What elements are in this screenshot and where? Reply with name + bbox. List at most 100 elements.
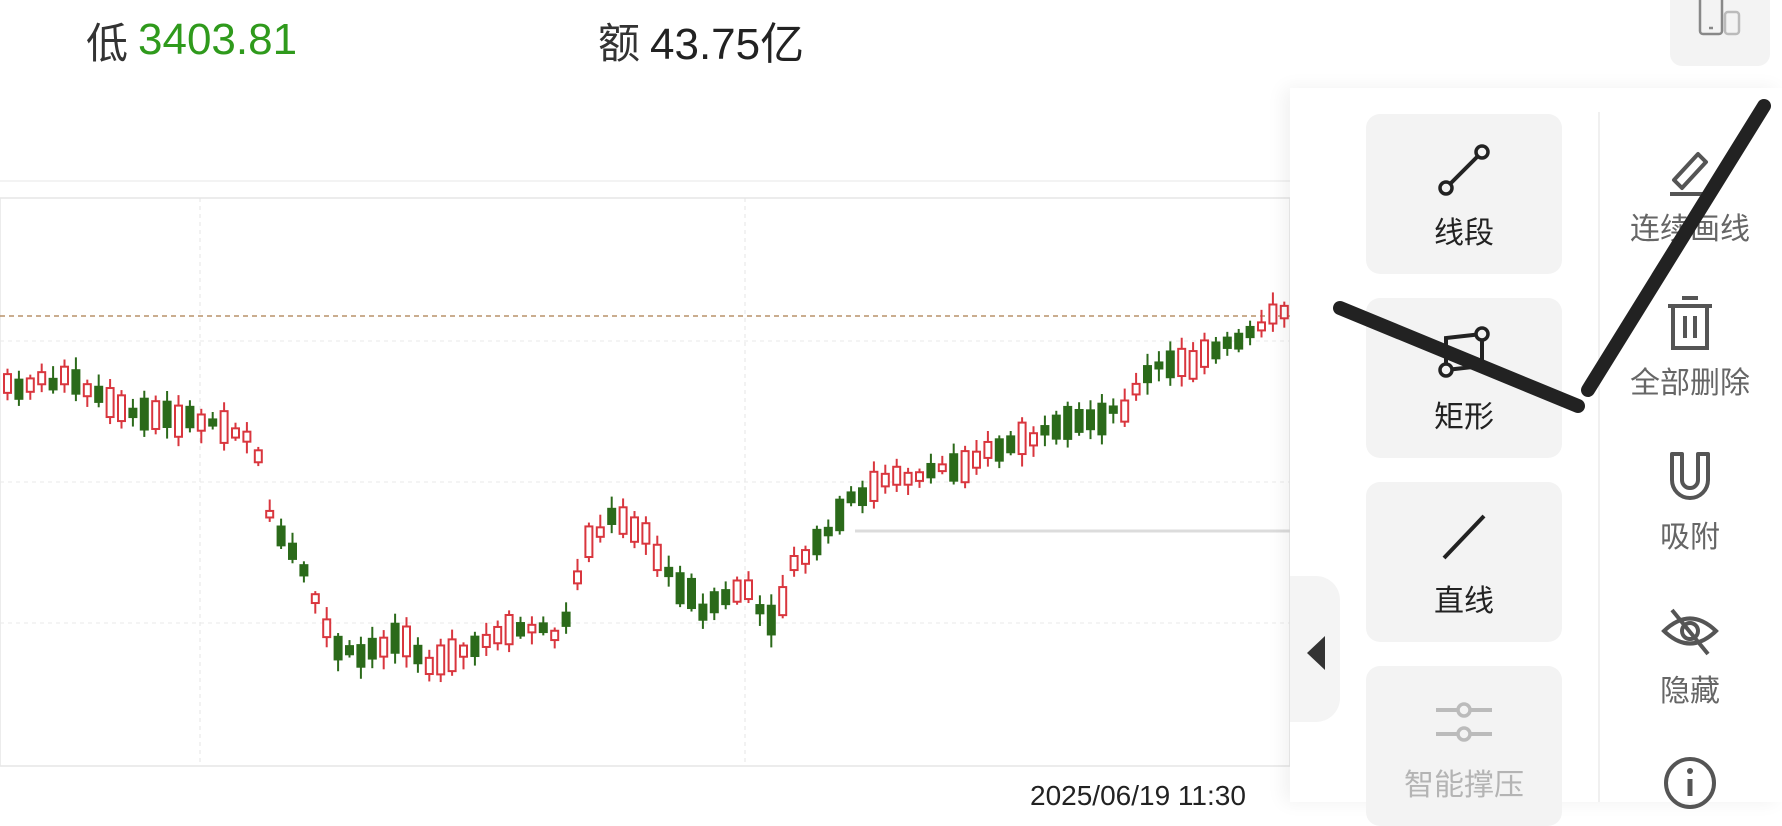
candle-body — [379, 636, 389, 658]
candle-body — [1257, 321, 1266, 332]
candle-body — [196, 413, 206, 432]
candle-body — [744, 579, 753, 601]
candle-body — [333, 635, 343, 661]
low-stat: 低 3403.81 — [86, 10, 297, 70]
candle-body — [1063, 405, 1073, 440]
tool-line-segment[interactable]: 线段 — [1366, 114, 1562, 274]
tool-label: 矩形 — [1434, 400, 1494, 435]
candle-body — [128, 407, 138, 419]
device-rotate-icon — [1698, 0, 1741, 36]
candle-body — [3, 373, 12, 394]
candle-body — [459, 644, 468, 658]
candle-body — [276, 525, 286, 547]
candle-body — [14, 378, 24, 400]
candle-body — [709, 591, 719, 614]
candle-body — [949, 453, 959, 482]
sliders-icon — [1436, 702, 1492, 742]
candle-body — [858, 487, 867, 507]
candle-body — [801, 549, 810, 565]
tool-label: 线段 — [1434, 216, 1494, 251]
candle-body — [1143, 365, 1152, 384]
candle-body — [835, 498, 845, 532]
tool-straight-line[interactable]: 直线 — [1366, 482, 1562, 642]
candle-body — [755, 604, 765, 615]
candle-body — [1268, 303, 1278, 325]
candle-body — [117, 394, 126, 423]
candle-body — [903, 471, 913, 486]
candle-body — [789, 555, 799, 572]
candle-body — [675, 572, 685, 605]
candle-body — [390, 622, 400, 654]
candle-body — [869, 470, 879, 502]
candle-body — [208, 418, 218, 427]
candle-body — [242, 430, 252, 443]
candle-body — [288, 542, 297, 560]
candle-body — [595, 526, 605, 538]
candle-body — [219, 410, 229, 444]
device-rotate-button[interactable] — [1670, 0, 1770, 66]
tool-smart-support[interactable]: 智能撑压 — [1366, 666, 1562, 826]
candle-body — [37, 371, 47, 386]
plot-border — [0, 197, 1290, 767]
candle-body — [516, 622, 525, 637]
kline-chart[interactable] — [0, 88, 1290, 802]
candle-body — [1211, 341, 1221, 360]
candle-body — [926, 462, 936, 479]
candle-body — [356, 644, 366, 668]
candle-body — [1279, 304, 1289, 320]
candle-body — [823, 526, 833, 537]
candle-body — [1245, 325, 1255, 339]
candle-body — [630, 516, 639, 543]
stats-bar: 低 3403.81 额 43.75亿 — [0, 0, 1782, 89]
candle-body — [94, 385, 104, 403]
candle-body — [1188, 350, 1198, 380]
candle-body — [573, 570, 582, 585]
collapse-arrow-icon — [1307, 636, 1325, 670]
tool-info[interactable] — [1610, 754, 1770, 812]
candle-body — [561, 611, 571, 627]
candle-body — [1131, 382, 1141, 396]
candle-body — [139, 397, 149, 431]
candle-body — [698, 603, 708, 621]
candle-body — [721, 589, 731, 606]
candle-body — [915, 471, 924, 482]
candle-body — [1108, 405, 1118, 414]
candle-body — [185, 405, 195, 429]
tool-delete-all[interactable]: 全部删除 — [1610, 294, 1770, 402]
candle-body — [367, 637, 377, 660]
candle-body — [812, 528, 822, 556]
side-tool-label: 全部删除 — [1630, 366, 1750, 401]
amount-stat: 额 43.75亿 — [598, 10, 804, 70]
candle-body — [584, 525, 594, 559]
candle-body — [983, 440, 993, 459]
candle-body — [1165, 350, 1175, 379]
candle-body — [550, 629, 560, 642]
candle-body — [607, 507, 617, 525]
candle-body — [892, 465, 902, 486]
candle-body — [527, 623, 537, 634]
candle-body — [413, 644, 423, 665]
candle-body — [402, 625, 411, 658]
collapse-panel-button[interactable] — [1290, 576, 1340, 722]
candle-body — [1017, 421, 1027, 456]
candle-body — [310, 593, 320, 605]
candle-body — [538, 622, 548, 634]
candle-body — [1120, 399, 1130, 423]
candle-body — [470, 635, 480, 658]
tool-magnet-snap[interactable]: 吸附 — [1610, 448, 1770, 556]
candle-body — [25, 377, 35, 393]
tool-rectangle[interactable]: 矩形 — [1366, 298, 1562, 458]
candle-body — [1234, 332, 1244, 350]
candle-body — [174, 404, 183, 438]
candle-body — [481, 633, 491, 648]
kline-chart-canvas[interactable] — [0, 88, 1290, 802]
candle-body — [447, 638, 457, 673]
tool-hide[interactable]: 隐藏 — [1610, 602, 1770, 710]
candle-body — [60, 365, 69, 386]
tool-continuous-draw[interactable]: 连续画线 — [1610, 140, 1770, 248]
magnet-icon — [1670, 452, 1710, 500]
candle-body — [231, 427, 240, 439]
candle-body — [687, 577, 696, 610]
candle-body — [299, 564, 309, 577]
candle-body — [151, 400, 161, 430]
